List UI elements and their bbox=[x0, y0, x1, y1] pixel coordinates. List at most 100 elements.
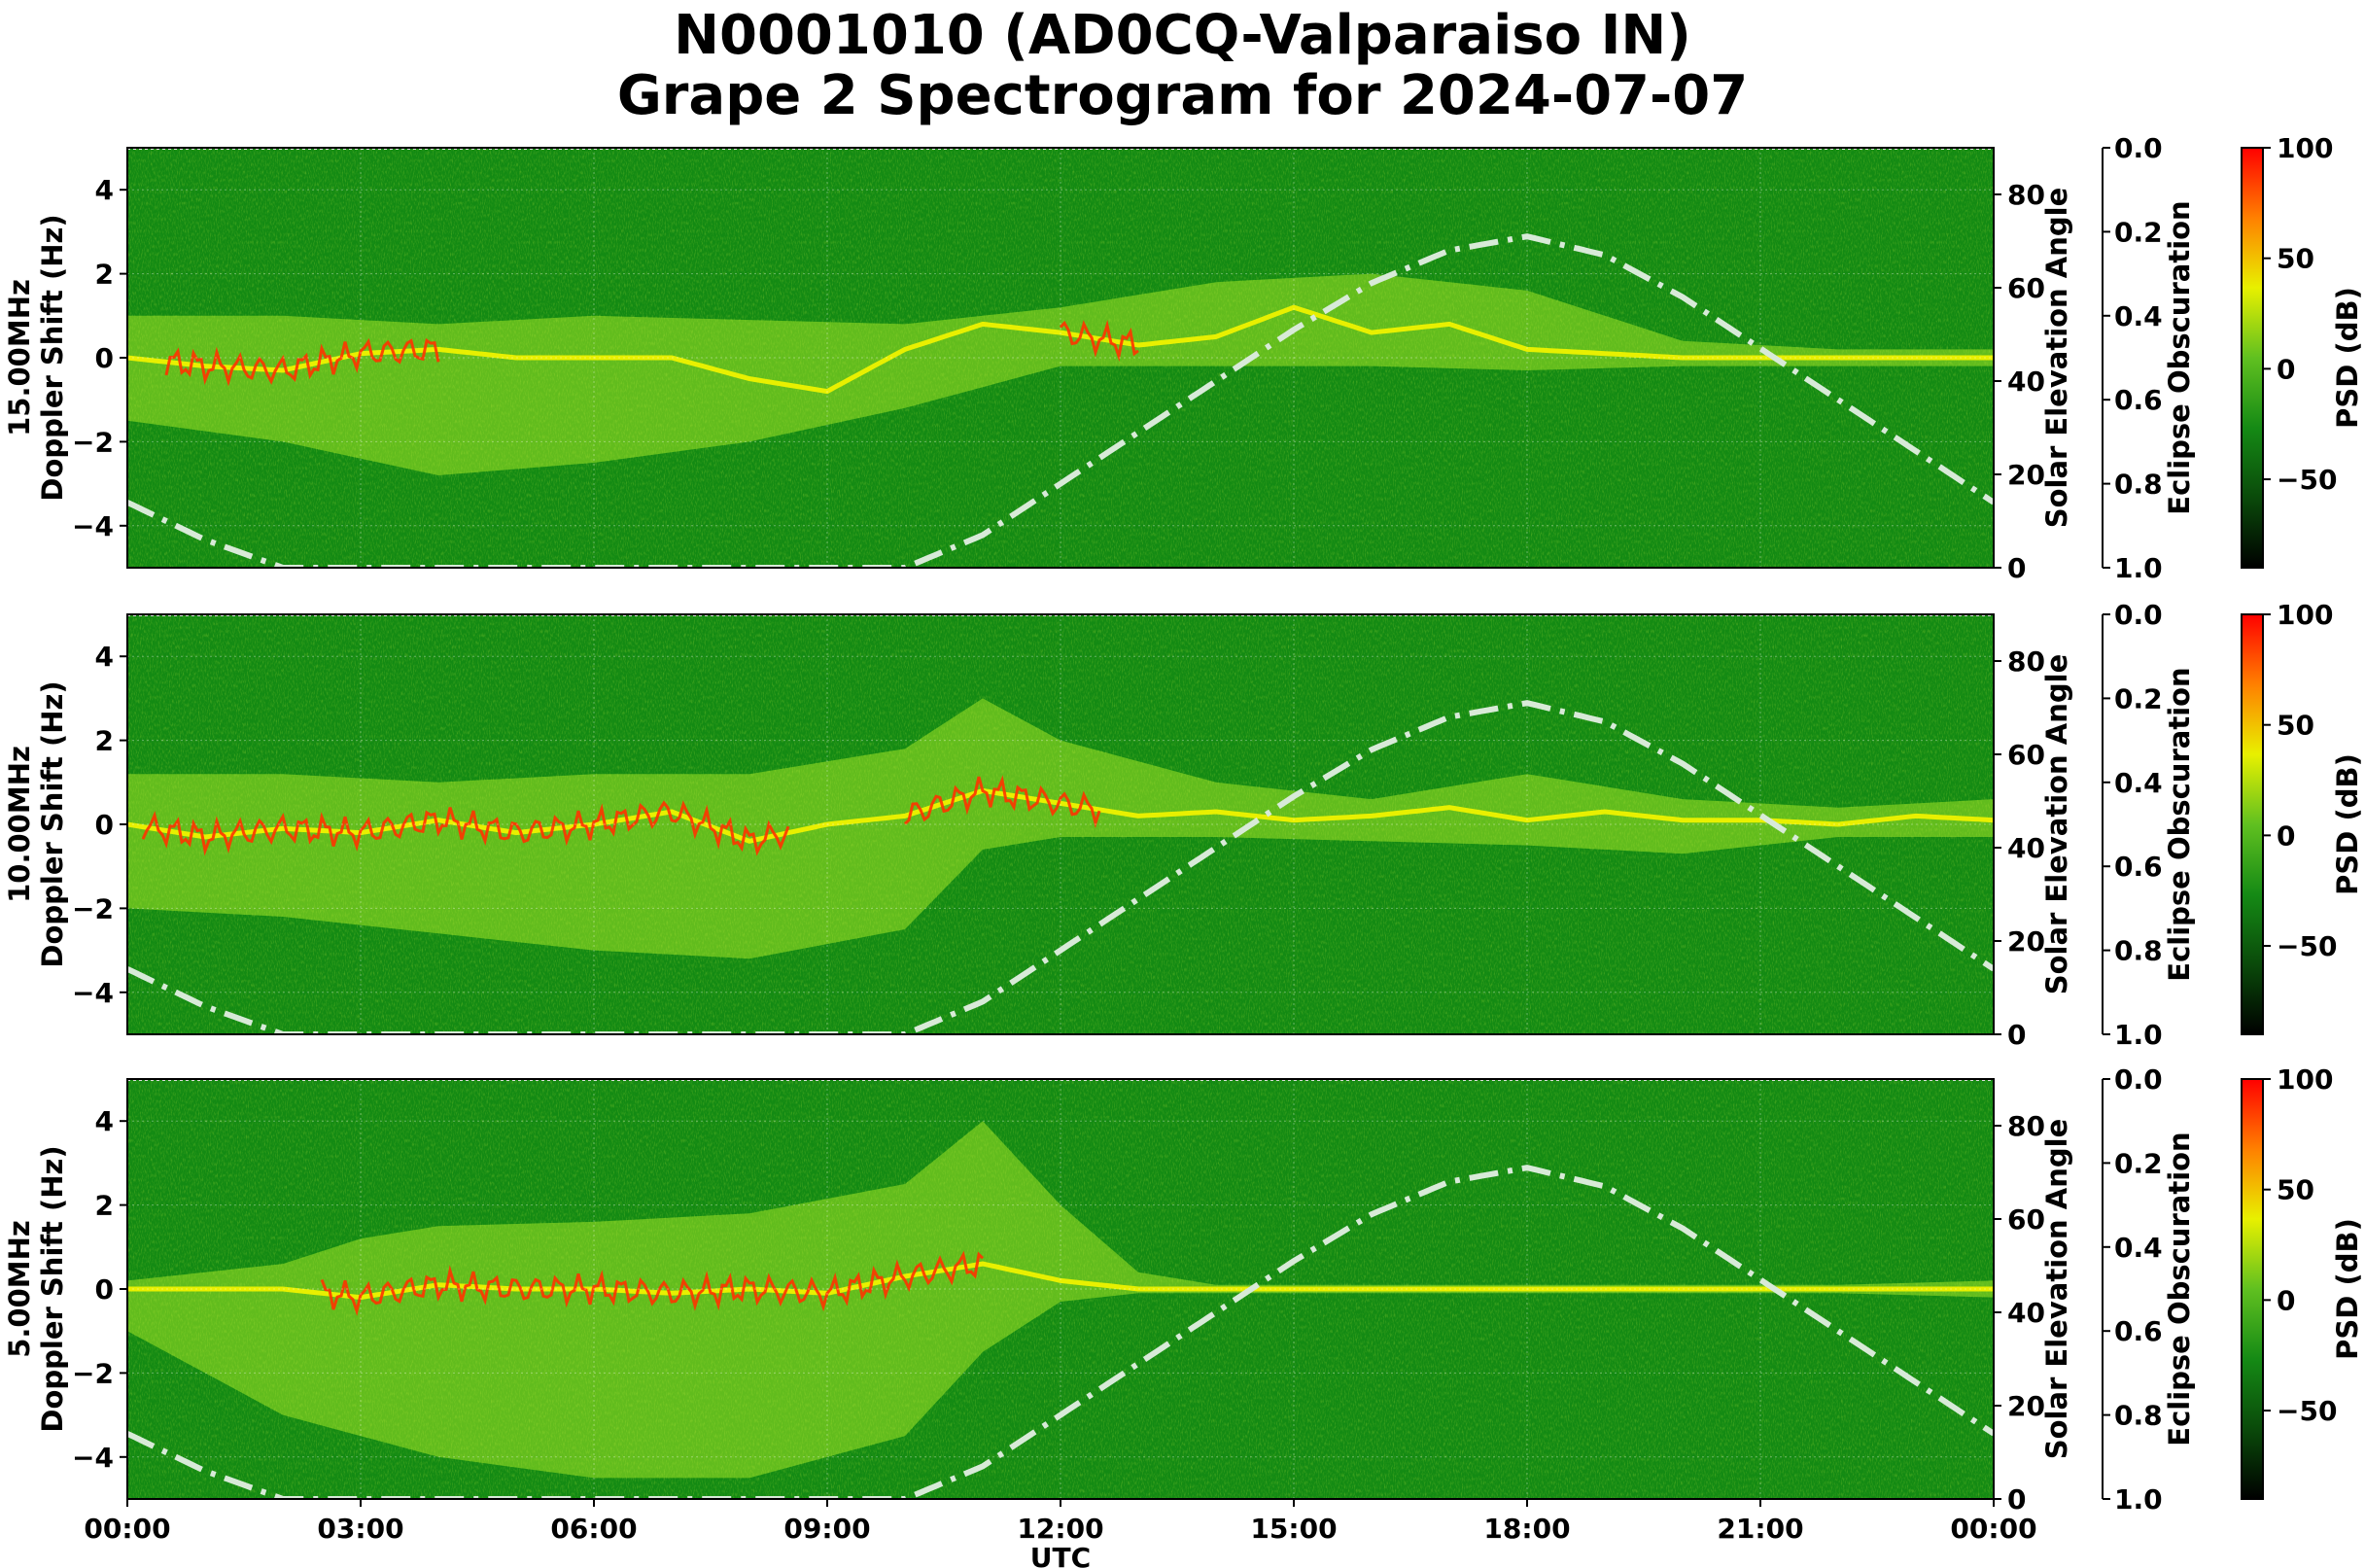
colorbar bbox=[2241, 147, 2264, 569]
elevation-tick-label: 60 bbox=[2007, 739, 2045, 771]
colorbar-tick-label: 0 bbox=[2277, 1284, 2295, 1316]
carrier-trace bbox=[127, 304, 1994, 395]
eclipse-tick-label: 0.6 bbox=[2114, 851, 2163, 883]
y-tick-label: −4 bbox=[72, 1442, 114, 1474]
y-tick-label: −2 bbox=[72, 1357, 114, 1389]
panel-5-00mhz: 420−2−45.00MHz Doppler Shift (Hz)02040608… bbox=[3, 1063, 2364, 1516]
colorbar-tick-label: −50 bbox=[2277, 1395, 2337, 1427]
colorbar bbox=[2241, 1078, 2264, 1500]
chart-title-line1: N0001010 (AD0CQ-Valparaiso IN) bbox=[674, 4, 1691, 67]
x-tick-label: 03:00 bbox=[317, 1513, 403, 1545]
x-tick-label: 00:00 bbox=[1950, 1513, 2036, 1545]
elevation-tick-label: 20 bbox=[2007, 459, 2045, 491]
high-power-trace bbox=[164, 337, 440, 387]
y-tick-label: −2 bbox=[72, 892, 114, 924]
y-axis-label-doppler: Doppler Shift (Hz) bbox=[36, 214, 69, 501]
colorbar-label: PSD (dB) bbox=[2331, 1218, 2364, 1360]
colorbar-tick-label: 50 bbox=[2277, 243, 2314, 275]
eclipse-tick-label: 0.4 bbox=[2114, 767, 2163, 799]
eclipse-tick-label: 1.0 bbox=[2114, 1019, 2163, 1051]
colorbar-tick-label: 0 bbox=[2277, 819, 2295, 852]
eclipse-tick-label: 0.8 bbox=[2114, 469, 2163, 501]
solar-elevation-curve bbox=[127, 700, 1994, 1034]
high-power-trace bbox=[903, 775, 1101, 829]
high-power-trace bbox=[1059, 319, 1139, 362]
colorbar-tick-label: −50 bbox=[2277, 464, 2337, 496]
colorbar-tick-label: 50 bbox=[2277, 710, 2314, 742]
chart-title-line2: Grape 2 Spectrogram for 2024-07-07 bbox=[616, 64, 1749, 127]
elevation-tick-label: 80 bbox=[2007, 1110, 2045, 1142]
solar-elevation-curve bbox=[127, 233, 1994, 568]
y-tick-label: 0 bbox=[95, 342, 114, 374]
eclipse-tick-label: 0.6 bbox=[2114, 384, 2163, 416]
y-axis-label-doppler: Doppler Shift (Hz) bbox=[36, 680, 69, 967]
colorbar-label: PSD (dB) bbox=[2331, 287, 2364, 429]
eclipse-tick-label: 0.2 bbox=[2114, 682, 2163, 714]
solar-elevation-label: Solar Elevation Angle bbox=[2040, 188, 2073, 529]
carrier-trace bbox=[127, 787, 1994, 844]
elevation-tick-label: 20 bbox=[2007, 925, 2045, 958]
high-power-trace bbox=[320, 1250, 985, 1316]
solar-elevation-curve bbox=[127, 1165, 1994, 1499]
elevation-tick-label: 40 bbox=[2007, 1297, 2045, 1329]
elevation-tick-label: 0 bbox=[2007, 552, 2026, 584]
x-tick-label: 09:00 bbox=[783, 1513, 870, 1545]
eclipse-tick-label: 1.0 bbox=[2114, 1483, 2163, 1516]
x-tick-label: 12:00 bbox=[1017, 1513, 1103, 1545]
elevation-tick-label: 0 bbox=[2007, 1483, 2026, 1516]
spectrogram-plot-area bbox=[127, 1079, 1994, 1499]
eclipse-obscuration-label: Eclipse Obscuration bbox=[2163, 1132, 2196, 1446]
eclipse-tick-label: 0.0 bbox=[2114, 1063, 2163, 1096]
x-tick-label: 00:00 bbox=[84, 1513, 170, 1545]
eclipse-tick-label: 1.0 bbox=[2114, 552, 2163, 584]
y-tick-label: 2 bbox=[95, 725, 114, 757]
x-tick-label: 06:00 bbox=[550, 1513, 637, 1545]
eclipse-tick-label: 0.0 bbox=[2114, 132, 2163, 164]
high-power-trace bbox=[141, 800, 790, 856]
elevation-tick-label: 20 bbox=[2007, 1390, 2045, 1422]
y-tick-label: 4 bbox=[95, 174, 114, 206]
colorbar-tick-label: 50 bbox=[2277, 1174, 2314, 1206]
x-tick-label: 15:00 bbox=[1250, 1513, 1337, 1545]
y-axis-label-frequency: 10.00MHz bbox=[3, 746, 36, 903]
eclipse-obscuration-label: Eclipse Obscuration bbox=[2163, 667, 2196, 981]
x-tick-label: 21:00 bbox=[1717, 1513, 1803, 1545]
eclipse-tick-label: 0.8 bbox=[2114, 935, 2163, 967]
y-tick-label: 0 bbox=[95, 809, 114, 841]
panel-15-00mhz: 420−2−415.00MHz Doppler Shift (Hz)0204060… bbox=[3, 132, 2364, 584]
solar-elevation-label: Solar Elevation Angle bbox=[2040, 654, 2073, 995]
eclipse-tick-label: 0.0 bbox=[2114, 599, 2163, 631]
y-tick-label: 4 bbox=[95, 1105, 114, 1137]
colorbar-label: PSD (dB) bbox=[2331, 753, 2364, 895]
eclipse-tick-label: 0.2 bbox=[2114, 1147, 2163, 1179]
y-tick-label: 2 bbox=[95, 1190, 114, 1222]
y-tick-label: −4 bbox=[72, 510, 114, 542]
solar-elevation-label: Solar Elevation Angle bbox=[2040, 1119, 2073, 1460]
y-axis-label-doppler: Doppler Shift (Hz) bbox=[36, 1145, 69, 1432]
y-tick-label: −4 bbox=[72, 977, 114, 1009]
eclipse-obscuration-label: Eclipse Obscuration bbox=[2163, 200, 2196, 514]
y-tick-label: 0 bbox=[95, 1273, 114, 1306]
elevation-tick-label: 40 bbox=[2007, 832, 2045, 864]
colorbar bbox=[2241, 613, 2264, 1035]
colorbar-tick-label: −50 bbox=[2277, 930, 2337, 962]
colorbar-tick-label: 100 bbox=[2277, 599, 2333, 631]
elevation-tick-label: 80 bbox=[2007, 645, 2045, 678]
panel-10-00mhz: 420−2−410.00MHz Doppler Shift (Hz)0204060… bbox=[3, 599, 2364, 1051]
x-tick-label: 18:00 bbox=[1483, 1513, 1570, 1545]
elevation-tick-label: 40 bbox=[2007, 366, 2045, 398]
colorbar-tick-label: 0 bbox=[2277, 353, 2295, 385]
eclipse-tick-label: 0.6 bbox=[2114, 1315, 2163, 1347]
spectrogram-plot-area bbox=[127, 614, 1994, 1034]
y-tick-label: 4 bbox=[95, 641, 114, 673]
eclipse-tick-label: 0.2 bbox=[2114, 216, 2163, 248]
y-axis-label-frequency: 15.00MHz bbox=[3, 279, 36, 436]
elevation-tick-label: 60 bbox=[2007, 272, 2045, 304]
carrier-trace bbox=[127, 1261, 1994, 1301]
spectrogram-noise bbox=[127, 614, 1994, 1034]
spectrogram-plot-area bbox=[127, 148, 1994, 568]
elevation-tick-label: 0 bbox=[2007, 1019, 2026, 1051]
y-tick-label: 2 bbox=[95, 259, 114, 291]
elevation-tick-label: 60 bbox=[2007, 1203, 2045, 1236]
